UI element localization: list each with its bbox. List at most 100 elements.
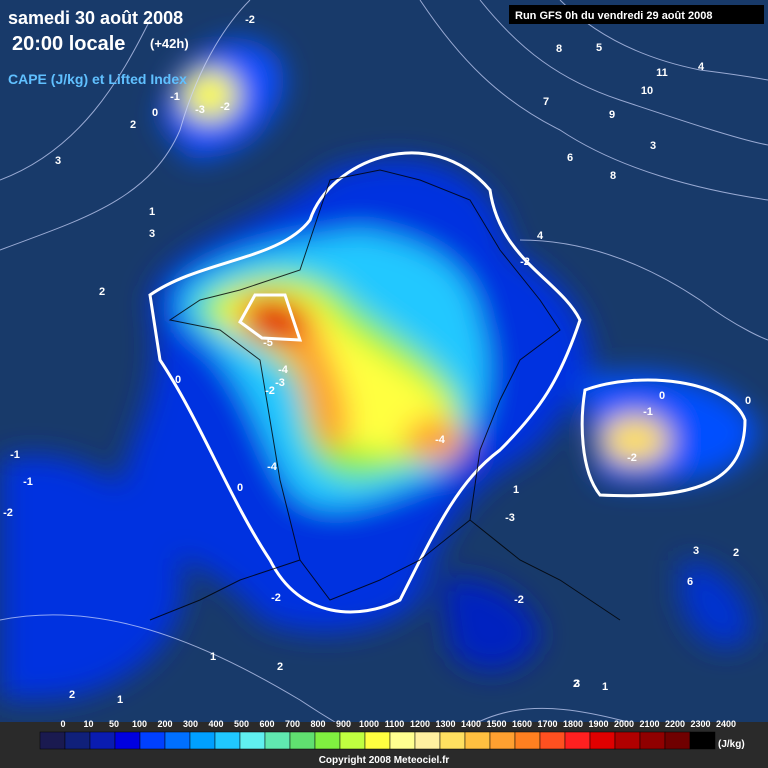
legend-swatch [564, 731, 591, 750]
contour-label: 2 [733, 547, 739, 559]
legend-swatch [289, 731, 316, 750]
contour-label: -2 [514, 594, 524, 606]
copyright: Copyright 2008 Meteociel.fr [319, 755, 450, 766]
contour-label: -1 [10, 449, 20, 461]
legend-swatch [364, 731, 391, 750]
legend-swatch [214, 731, 241, 750]
borders [149, 169, 621, 621]
contour-label: -3 [195, 104, 205, 116]
contour-label: 6 [687, 576, 693, 588]
legend-tick: 1700 [537, 719, 557, 729]
legend-swatch [64, 731, 91, 750]
run-info: Run GFS 0h du vendredi 29 août 2008 [515, 10, 712, 22]
legend-swatch [439, 731, 466, 750]
legend-swatch [414, 731, 441, 750]
legend-swatch [39, 731, 66, 750]
contour-label: 11 [656, 67, 668, 79]
contour-label: 9 [609, 109, 615, 121]
contour-label: -2 [265, 385, 275, 397]
legend-tick: 700 [285, 719, 300, 729]
legend-tick: 1600 [512, 719, 532, 729]
legend-tick: 2000 [614, 719, 634, 729]
contour-label: 3 [650, 140, 656, 152]
cape-field [0, 40, 760, 700]
run-info-box [509, 5, 764, 24]
contour-label: -1 [643, 406, 653, 418]
date: samedi 30 août 2008 [8, 8, 183, 28]
contour-label: -4 [267, 461, 278, 473]
contour-label: -1 [170, 91, 180, 103]
legend-swatch [264, 731, 291, 750]
legend-tick: 400 [208, 719, 223, 729]
offset: (+42h) [150, 36, 189, 51]
legend-tick: 0 [60, 719, 65, 729]
contour-label: 0 [237, 482, 243, 494]
legend-swatch [114, 731, 141, 750]
contour-label: 4 [537, 230, 544, 242]
time: 20:00 locale [12, 33, 125, 55]
legend-unit: (J/kg) [718, 739, 745, 750]
contour-label: 2 [573, 678, 579, 690]
legend-tick: 200 [157, 719, 172, 729]
contour-label: 6 [567, 152, 573, 164]
contour-label: -2 [220, 101, 230, 113]
legend-tick: 1900 [588, 719, 608, 729]
legend-swatch [664, 731, 691, 750]
legend-tick: 50 [109, 719, 119, 729]
legend-tick: 1100 [385, 719, 405, 729]
legend-swatch [314, 731, 341, 750]
contour-label: 8 [610, 170, 616, 182]
legend-swatch [389, 731, 416, 750]
legend-swatch [339, 731, 366, 750]
legend-tick: 600 [259, 719, 274, 729]
legend-swatch [164, 731, 191, 750]
contour-label: 8 [556, 43, 562, 55]
contour-label: 1 [149, 206, 155, 218]
contour-label: 4 [698, 61, 705, 73]
contour-label: -3 [505, 512, 515, 524]
contour-label: -5 [263, 337, 273, 349]
legend-swatch [139, 731, 166, 750]
contour-label: 3 [574, 678, 580, 690]
legend-swatch [489, 731, 516, 750]
contour-label: 2 [130, 119, 136, 131]
legend-tick: 2100 [639, 719, 659, 729]
legend-tick: 2300 [690, 719, 710, 729]
li-zero-contours [148, 151, 747, 614]
legend-tick: 2200 [665, 719, 685, 729]
contour-label: 5 [596, 42, 602, 54]
legend-swatch [464, 731, 491, 750]
contour-label: 0 [175, 374, 181, 386]
legend-swatch [689, 731, 716, 750]
contour-label: -2 [520, 256, 530, 268]
contour-label: -4 [278, 364, 289, 376]
contour-label: 1 [513, 484, 519, 496]
legend-tick: 100 [132, 719, 147, 729]
contour-label: 3 [55, 155, 61, 167]
legend-tick: 1500 [486, 719, 506, 729]
contour-label: 0 [152, 107, 158, 119]
product: CAPE (J/kg) et Lifted Index [8, 71, 187, 87]
contour-label: -4 [435, 434, 446, 446]
legend-swatch [239, 731, 266, 750]
contour-label: 2 [69, 689, 75, 701]
legend-tick: 300 [183, 719, 198, 729]
contour-label: -3 [275, 377, 285, 389]
legend-swatch [89, 731, 116, 750]
legend-tick: 500 [234, 719, 249, 729]
contour-label: -2 [271, 592, 281, 604]
legend-swatch [189, 731, 216, 750]
legend-tick: 1400 [461, 719, 481, 729]
contour-label: 2 [277, 661, 283, 673]
legend-tick: 800 [310, 719, 325, 729]
legend-tick: 1800 [563, 719, 583, 729]
legend-tick: 2400 [716, 719, 736, 729]
legend-tick: 1200 [410, 719, 430, 729]
contour-label: 7 [543, 96, 549, 108]
legend-tick: 10 [83, 719, 93, 729]
contour-label: 0 [745, 395, 751, 407]
contour-label: -1 [23, 476, 33, 488]
